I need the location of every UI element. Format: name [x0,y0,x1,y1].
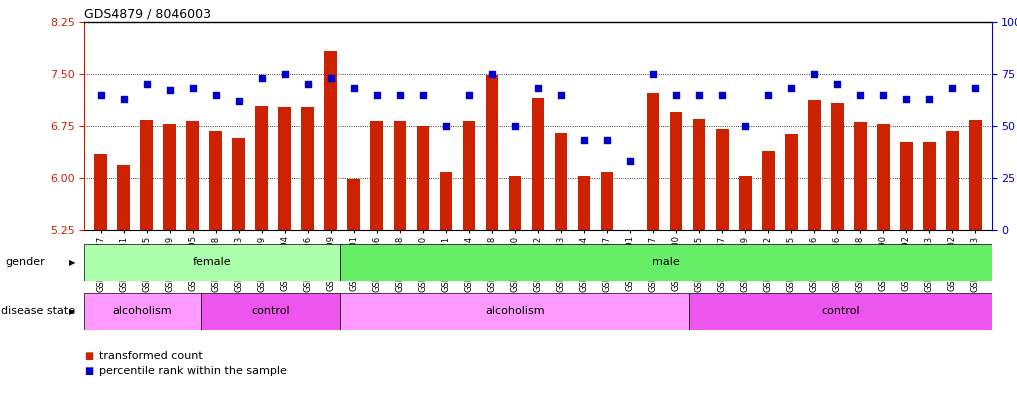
Point [162,87,178,94]
Point [300,81,316,87]
Point [530,85,546,92]
Bar [508,176,522,230]
Text: gender: gender [5,257,45,267]
Bar [900,142,912,230]
Bar [854,122,866,230]
Point [506,123,523,129]
Text: alcoholism: alcoholism [113,307,172,316]
Bar [554,133,567,230]
Point [898,95,914,102]
Point [138,81,155,87]
Point [668,91,684,97]
Point [806,70,823,77]
Text: percentile rank within the sample: percentile rank within the sample [99,366,287,376]
Point [553,91,570,97]
Text: ▶: ▶ [69,258,75,267]
Bar [946,130,959,230]
Point [392,91,408,97]
Point [93,91,109,97]
Text: ■: ■ [84,366,94,376]
Point [369,91,385,97]
Point [231,97,247,104]
Bar [186,121,199,230]
Bar [670,112,682,230]
Point [415,91,431,97]
Bar [923,142,936,230]
Text: female: female [193,257,232,267]
Bar [831,103,844,230]
Point [829,81,845,87]
Point [437,123,454,129]
Bar [210,130,222,230]
Bar [95,154,107,230]
Bar [439,172,453,230]
Bar [739,176,752,230]
Point [760,91,776,97]
Point [576,137,592,143]
Bar [417,126,429,230]
Bar [117,165,130,230]
Point [207,91,224,97]
Point [945,85,961,92]
Bar [877,124,890,230]
Text: ■: ■ [84,351,94,361]
Point [277,70,293,77]
Bar [693,119,706,230]
Bar [485,75,498,230]
Bar [140,120,153,230]
Bar [84,293,200,330]
Bar [785,134,797,230]
Text: control: control [821,307,859,316]
Point [322,75,339,81]
Bar [394,121,406,230]
Text: GDS4879 / 8046003: GDS4879 / 8046003 [84,7,212,20]
Point [253,75,270,81]
Bar [762,151,775,230]
Text: disease state: disease state [1,307,75,316]
Bar [716,129,728,230]
Bar [463,121,475,230]
Bar [348,179,360,230]
Point [645,70,661,77]
Bar [255,107,268,230]
Point [691,91,707,97]
Bar [578,176,591,230]
Bar [623,230,637,232]
Bar [324,51,337,230]
Bar [84,244,341,281]
Point [876,91,892,97]
Point [461,91,477,97]
Bar [647,93,659,230]
Bar [969,120,981,230]
Bar [532,98,544,230]
Point [115,95,131,102]
Bar [807,100,821,230]
Bar [232,138,245,230]
Point [622,158,639,164]
Bar [341,244,992,281]
Bar [601,172,613,230]
Bar [690,293,992,330]
Bar [279,107,291,230]
Point [599,137,615,143]
Point [783,85,799,92]
Bar [301,107,314,230]
Bar [341,293,690,330]
Point [484,70,500,77]
Point [967,85,983,92]
Point [184,85,200,92]
Point [346,85,362,92]
Point [737,123,754,129]
Text: transformed count: transformed count [99,351,202,361]
Text: alcoholism: alcoholism [485,307,544,316]
Point [852,91,869,97]
Text: male: male [652,257,679,267]
Point [921,95,938,102]
Text: control: control [251,307,290,316]
Point [714,91,730,97]
Bar [370,121,383,230]
Bar [164,124,176,230]
Text: ▶: ▶ [69,307,75,316]
Bar [200,293,341,330]
